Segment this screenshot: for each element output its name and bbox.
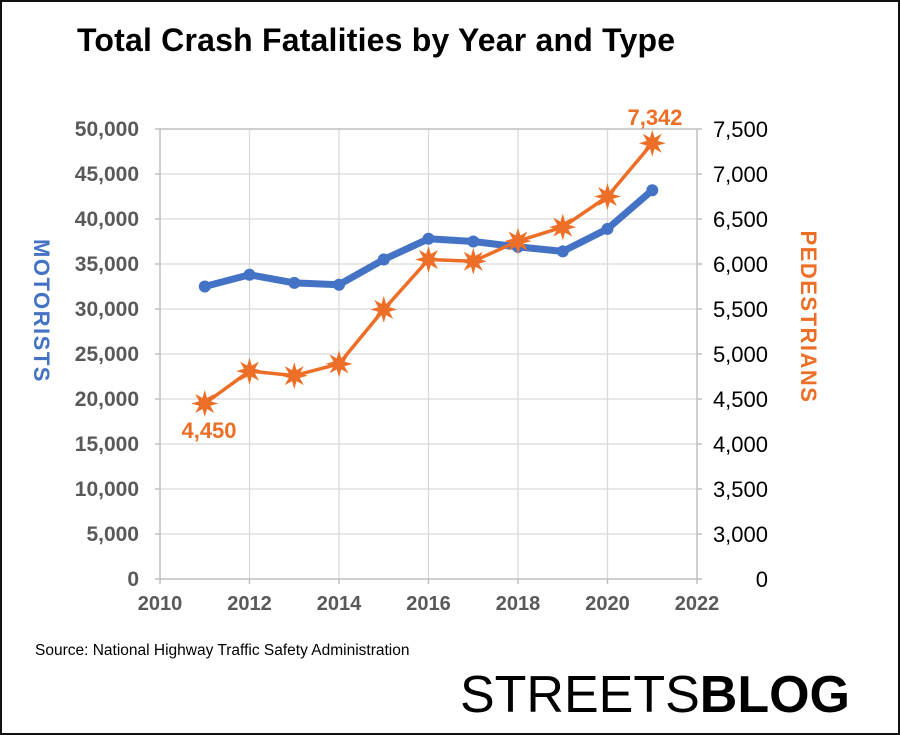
x-axis-tick-labels: 2010 2012 2014 2016 2018 2020 2022 [138, 593, 720, 615]
svg-text:15,000: 15,000 [75, 433, 139, 456]
motorists-point-marker [198, 280, 211, 293]
svg-text:20,000: 20,000 [75, 388, 139, 411]
pedestrians-star-marker [191, 390, 219, 417]
pedestrians-star-marker [236, 357, 263, 385]
svg-text:5,000: 5,000 [86, 523, 139, 546]
streetsblog-logo: STREETSBLOG [460, 665, 850, 725]
annotation-pedestrians-2021: 7,342 [627, 105, 683, 130]
svg-text:2022: 2022 [675, 593, 720, 615]
svg-text:40,000: 40,000 [75, 208, 139, 231]
svg-text:5,500: 5,500 [713, 297, 768, 322]
pedestrians-star-marker [325, 350, 353, 378]
svg-text:3,500: 3,500 [713, 477, 768, 502]
svg-text:7,500: 7,500 [713, 117, 768, 142]
svg-text:25,000: 25,000 [75, 343, 139, 366]
svg-text:2020: 2020 [585, 593, 630, 615]
svg-text:0: 0 [756, 567, 768, 592]
svg-text:2018: 2018 [496, 593, 541, 615]
svg-text:35,000: 35,000 [75, 253, 139, 276]
svg-text:2010: 2010 [138, 593, 183, 615]
motorists-point-marker [243, 268, 256, 281]
left-axis-tick-labels: 50,000 45,000 40,000 35,000 30,000 25,000 20,0… [75, 118, 139, 591]
svg-text:2012: 2012 [227, 593, 272, 615]
logo-streets: STREETS [459, 666, 700, 724]
svg-text:5,000: 5,000 [713, 342, 768, 367]
motorists-point-marker [422, 232, 435, 245]
pedestrians-series [191, 129, 666, 417]
pedestrians-star-marker [594, 183, 621, 210]
annotation-pedestrians-2011: 4,450 [181, 418, 237, 443]
axis-ticks [155, 128, 702, 584]
svg-text:45,000: 45,000 [75, 163, 139, 186]
pedestrians-star-marker [370, 295, 398, 323]
motorists-point-marker [601, 222, 614, 235]
pedestrians-star-marker [549, 213, 577, 241]
motorists-point-marker [556, 245, 569, 258]
svg-text:7,000: 7,000 [713, 162, 768, 187]
motorists-point-marker [377, 253, 390, 266]
right-axis-title: PEDESTRIANS [796, 230, 821, 404]
pedestrians-star-marker [504, 227, 532, 255]
svg-text:0: 0 [127, 568, 139, 591]
svg-text:2016: 2016 [406, 593, 451, 615]
right-axis-tick-labels: 7,500 7,000 6,500 6,000 5,500 5,000 4,500 4,000… [713, 117, 768, 592]
svg-text:30,000: 30,000 [75, 298, 139, 321]
svg-text:10,000: 10,000 [75, 478, 139, 501]
motorists-point-marker [646, 184, 659, 197]
svg-text:3,000: 3,000 [713, 522, 768, 547]
pedestrians-star-marker [280, 362, 308, 390]
pedestrians-star-marker [638, 129, 666, 157]
pedestrians-star-marker [415, 246, 442, 273]
svg-text:2014: 2014 [317, 593, 362, 615]
svg-text:4,500: 4,500 [713, 387, 768, 412]
svg-text:50,000: 50,000 [75, 118, 139, 141]
motorists-point-marker [467, 235, 480, 248]
motorists-point-marker [288, 276, 301, 289]
chart-title: Total Crash Fatalities by Year and Type [77, 22, 676, 58]
logo-blog: BLOG [699, 666, 850, 724]
svg-text:4,000: 4,000 [713, 432, 768, 457]
source-note: Source: National Highway Traffic Safety … [35, 642, 410, 659]
svg-text:6,000: 6,000 [713, 252, 768, 277]
motorists-point-marker [333, 278, 345, 291]
svg-text:6,500: 6,500 [713, 207, 768, 232]
left-axis-title: MOTORISTS [29, 239, 54, 383]
pedestrians-star-marker [459, 247, 487, 275]
